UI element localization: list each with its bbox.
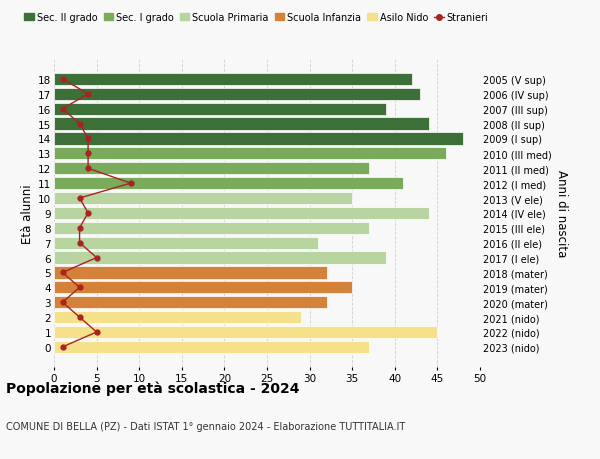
Bar xyxy=(54,267,326,279)
Bar xyxy=(54,207,429,219)
Bar xyxy=(54,192,352,205)
Bar xyxy=(54,133,463,145)
Bar xyxy=(54,103,386,116)
Text: COMUNE DI BELLA (PZ) - Dati ISTAT 1° gennaio 2024 - Elaborazione TUTTITALIA.IT: COMUNE DI BELLA (PZ) - Dati ISTAT 1° gen… xyxy=(6,421,405,431)
Text: Popolazione per età scolastica - 2024: Popolazione per età scolastica - 2024 xyxy=(6,380,299,395)
Y-axis label: Anni di nascita: Anni di nascita xyxy=(555,170,568,257)
Bar xyxy=(54,163,369,175)
Bar xyxy=(54,222,369,235)
Bar xyxy=(54,89,421,101)
Bar xyxy=(54,118,429,130)
Bar xyxy=(54,73,412,86)
Bar xyxy=(54,148,446,160)
Bar xyxy=(54,311,301,324)
Bar xyxy=(54,297,326,308)
Bar xyxy=(54,341,369,353)
Bar xyxy=(54,178,403,190)
Bar xyxy=(54,282,352,294)
Y-axis label: Età alunni: Età alunni xyxy=(21,184,34,243)
Bar xyxy=(54,237,318,249)
Bar xyxy=(54,252,386,264)
Legend: Sec. II grado, Sec. I grado, Scuola Primaria, Scuola Infanzia, Asilo Nido, Stran: Sec. II grado, Sec. I grado, Scuola Prim… xyxy=(20,9,492,27)
Bar xyxy=(54,326,437,338)
